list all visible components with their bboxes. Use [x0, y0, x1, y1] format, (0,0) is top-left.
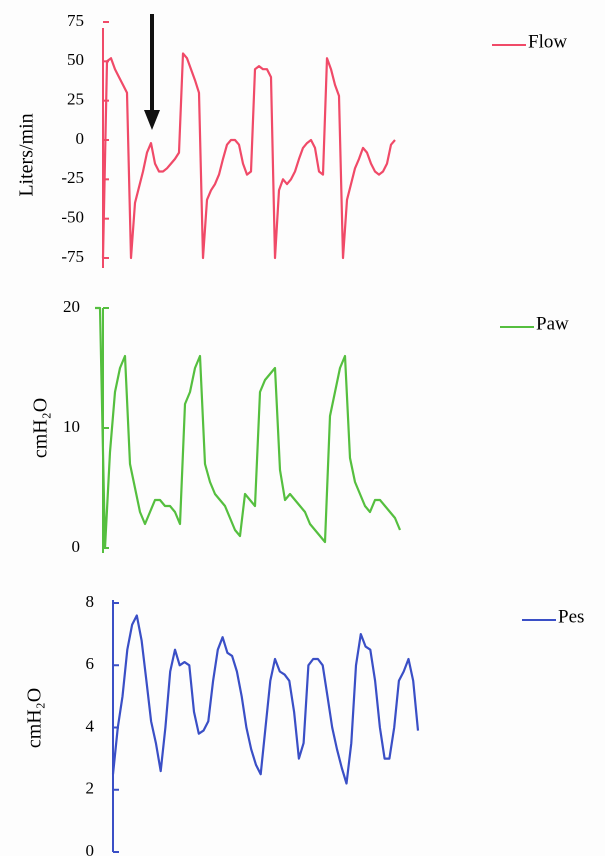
y-tick-label: -75 [61, 247, 84, 266]
data-line [111, 614, 420, 785]
y-tick-label: 75 [67, 11, 84, 30]
legend-label: Pes [558, 606, 584, 627]
y-tick-label: 8 [86, 592, 95, 611]
y-tick-label: 50 [67, 50, 84, 69]
y-tick-label: 0 [72, 537, 81, 556]
data-line [95, 306, 402, 550]
legend-label: Paw [536, 313, 569, 334]
y-tick-label: 0 [76, 129, 85, 148]
y-axis-title: cmH₂O [24, 688, 46, 748]
y-tick-label: -50 [61, 208, 84, 227]
y-axis-title: Liters/min [16, 113, 38, 196]
y-tick-label: 0 [86, 841, 95, 856]
y-tick-label: 2 [86, 779, 95, 798]
annotation-arrow [144, 14, 160, 130]
y-axis-title: cmH₂O [30, 398, 52, 458]
y-tick-label: -25 [61, 168, 84, 187]
y-tick-label: 6 [86, 654, 95, 673]
y-tick-label: 20 [63, 297, 80, 316]
y-tick-label: 10 [63, 417, 80, 436]
y-tick-label: 4 [86, 716, 95, 735]
legend-label: Flow [528, 31, 567, 52]
data-line [101, 52, 396, 260]
y-tick-label: 25 [67, 90, 84, 109]
